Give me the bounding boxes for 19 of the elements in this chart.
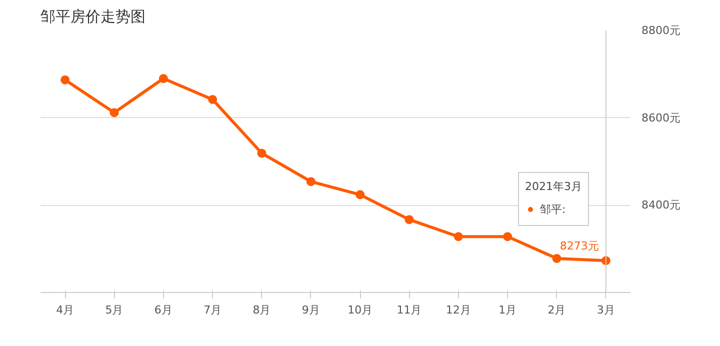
y-tick-label: 8800元: [642, 24, 680, 37]
y-tick-label: 8600元: [642, 111, 680, 124]
x-tick-label: 3月: [596, 304, 615, 316]
x-tick-label: 11月: [396, 304, 422, 316]
x-tick-label: 2月: [548, 304, 566, 316]
chart-title: 邹平房价走势图: [40, 8, 146, 26]
x-tick-label: 10月: [348, 304, 373, 316]
data-label: 8273元: [560, 240, 599, 253]
x-tick-label: 4月: [56, 304, 74, 316]
y-tick-label: 8400元: [642, 198, 680, 212]
x-tick-label: 7月: [204, 304, 222, 316]
x-tick-label: 5月: [105, 304, 124, 316]
x-tick-label: 8月: [252, 304, 271, 316]
x-tick-label: 9月: [302, 304, 320, 316]
legend-title: 2021年3月: [525, 179, 582, 194]
x-tick-label: 1月: [498, 304, 517, 316]
x-tick-label: 6月: [154, 304, 172, 316]
legend-label: 邹平:: [540, 202, 567, 216]
x-tick-label: 12月: [446, 304, 471, 316]
